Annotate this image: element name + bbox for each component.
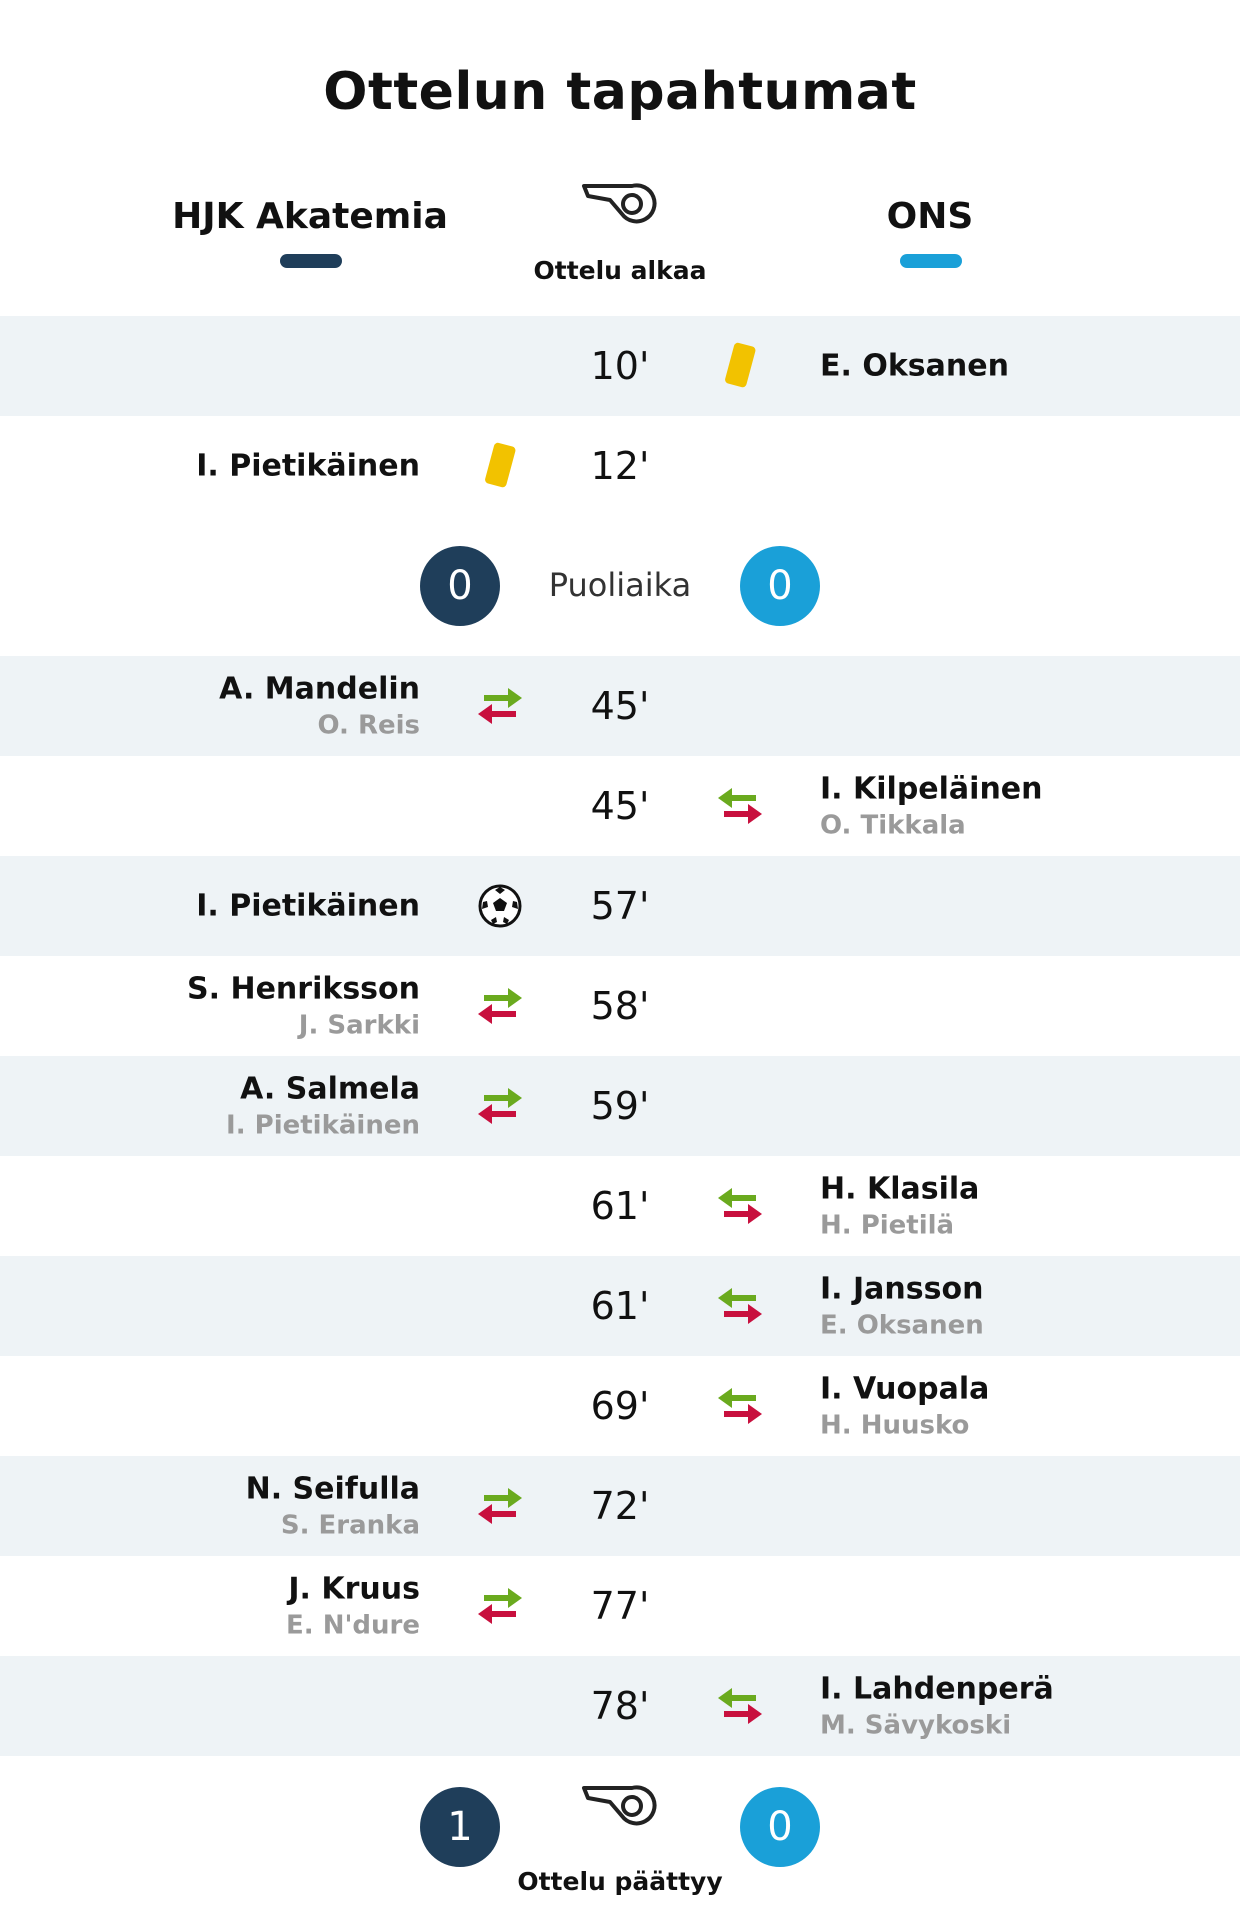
event-player-block: J. Kruus E. N'dure [286, 1572, 420, 1641]
home-team-name: HJK Akatemia [172, 196, 448, 237]
player-name: E. Oksanen [820, 348, 1009, 384]
fulltime-home-score: 1 [420, 1787, 500, 1867]
event-row: 58' S. Henriksson J. Sarkki [0, 956, 1240, 1056]
away-team-name: ONS [886, 196, 974, 237]
player-in-name: A. Mandelin [219, 671, 420, 707]
substitution-arrows-icon [470, 1576, 530, 1636]
fulltime-away-score: 0 [740, 1787, 820, 1867]
player-out-name: S. Eranka [280, 1510, 420, 1541]
event-player-block: H. Klasila H. Pietilä [820, 1172, 979, 1241]
event-row: 61' H. Klasila H. Pietilä [0, 1156, 1240, 1256]
player-in-name: J. Kruus [288, 1571, 420, 1607]
event-row: 61' I. Jansson E. Oksanen [0, 1256, 1240, 1356]
halftime-label: Puoliaika [548, 566, 692, 604]
player-out-name: E. N'dure [286, 1610, 420, 1641]
event-minute: 61' [590, 1184, 650, 1228]
event-row: 69' I. Vuopala H. Huusko [0, 1356, 1240, 1456]
page-title: Ottelun tapahtumat [323, 62, 917, 122]
player-in-name: N. Seifulla [245, 1471, 420, 1507]
event-row: 45' I. Kilpeläinen O. Tikkala [0, 756, 1240, 856]
event-player-block: N. Seifulla S. Eranka [246, 1472, 420, 1541]
yellow-card-icon [710, 336, 770, 396]
yellow-card-icon [470, 436, 530, 496]
event-minute: 59' [590, 1084, 650, 1128]
match-end-label: Ottelu päättyy [517, 1867, 723, 1896]
player-in-name: I. Lahdenperä [820, 1671, 1054, 1707]
substitution-arrows-icon [710, 776, 770, 836]
soccer-ball-icon [470, 876, 530, 936]
player-out-name: E. Oksanen [820, 1310, 984, 1341]
event-row: 72' N. Seifulla S. Eranka [0, 1456, 1240, 1556]
event-minute: 12' [590, 444, 650, 488]
home-team-color-bar [280, 254, 342, 268]
event-player-block: S. Henriksson J. Sarkki [187, 972, 420, 1041]
substitution-arrows-icon [710, 1376, 770, 1436]
player-in-name: S. Henriksson [187, 971, 420, 1007]
event-minute: 45' [590, 684, 650, 728]
event-minute: 78' [590, 1684, 650, 1728]
substitution-arrows-icon [470, 1476, 530, 1536]
player-out-name: H. Pietilä [820, 1210, 955, 1241]
event-player-block: I. Pietikäinen [196, 889, 420, 924]
event-player-block: I. Kilpeläinen O. Tikkala [820, 772, 1043, 841]
player-in-name: A. Salmela [240, 1071, 420, 1107]
match-start-label: Ottelu alkaa [533, 256, 707, 285]
substitution-arrows-icon [710, 1676, 770, 1736]
substitution-arrows-icon [470, 1076, 530, 1136]
player-out-name: O. Tikkala [820, 810, 966, 841]
player-name: I. Pietikäinen [196, 448, 420, 484]
event-minute: 77' [590, 1584, 650, 1628]
player-in-name: H. Klasila [820, 1171, 980, 1207]
player-in-name: I. Kilpeläinen [820, 771, 1043, 807]
event-row: 59' A. Salmela I. Pietikäinen [0, 1056, 1240, 1156]
away-team-color-bar [900, 254, 962, 268]
event-row: 78' I. Lahdenperä M. Sävykoski [0, 1656, 1240, 1756]
event-row: 12' I. Pietikäinen [0, 416, 1240, 516]
player-out-name: M. Sävykoski [820, 1710, 1012, 1741]
player-in-name: I. Vuopala [820, 1371, 990, 1407]
event-row: 45' A. Mandelin O. Reis [0, 656, 1240, 756]
event-minute: 58' [590, 984, 650, 1028]
player-in-name: I. Jansson [820, 1271, 984, 1307]
player-out-name: I. Pietikäinen [226, 1110, 420, 1141]
substitution-arrows-icon [710, 1276, 770, 1336]
event-row: 57' I. Pietikäinen [0, 856, 1240, 956]
player-out-name: J. Sarkki [298, 1010, 420, 1041]
event-player-block: E. Oksanen [820, 349, 1009, 384]
substitution-arrows-icon [710, 1176, 770, 1236]
event-minute: 45' [590, 784, 650, 828]
halftime-away-score: 0 [740, 546, 820, 626]
whistle-icon [580, 178, 660, 232]
event-row: 10' E. Oksanen [0, 316, 1240, 416]
event-player-block: A. Mandelin O. Reis [219, 672, 420, 741]
event-minute: 57' [590, 884, 650, 928]
event-minute: 72' [590, 1484, 650, 1528]
player-out-name: O. Reis [317, 710, 420, 741]
event-minute: 69' [590, 1384, 650, 1428]
event-minute: 61' [590, 1284, 650, 1328]
event-player-block: I. Vuopala H. Huusko [820, 1372, 989, 1441]
event-row: 77' J. Kruus E. N'dure [0, 1556, 1240, 1656]
player-out-name: H. Huusko [820, 1410, 970, 1441]
event-player-block: I. Lahdenperä M. Sävykoski [820, 1672, 1054, 1741]
substitution-arrows-icon [470, 676, 530, 736]
halftime-home-score: 0 [420, 546, 500, 626]
whistle-icon [580, 1780, 660, 1834]
event-minute: 10' [590, 344, 650, 388]
event-player-block: A. Salmela I. Pietikäinen [226, 1072, 420, 1141]
event-player-block: I. Pietikäinen [196, 449, 420, 484]
player-name: I. Pietikäinen [196, 888, 420, 924]
event-player-block: I. Jansson E. Oksanen [820, 1272, 984, 1341]
substitution-arrows-icon [470, 976, 530, 1036]
